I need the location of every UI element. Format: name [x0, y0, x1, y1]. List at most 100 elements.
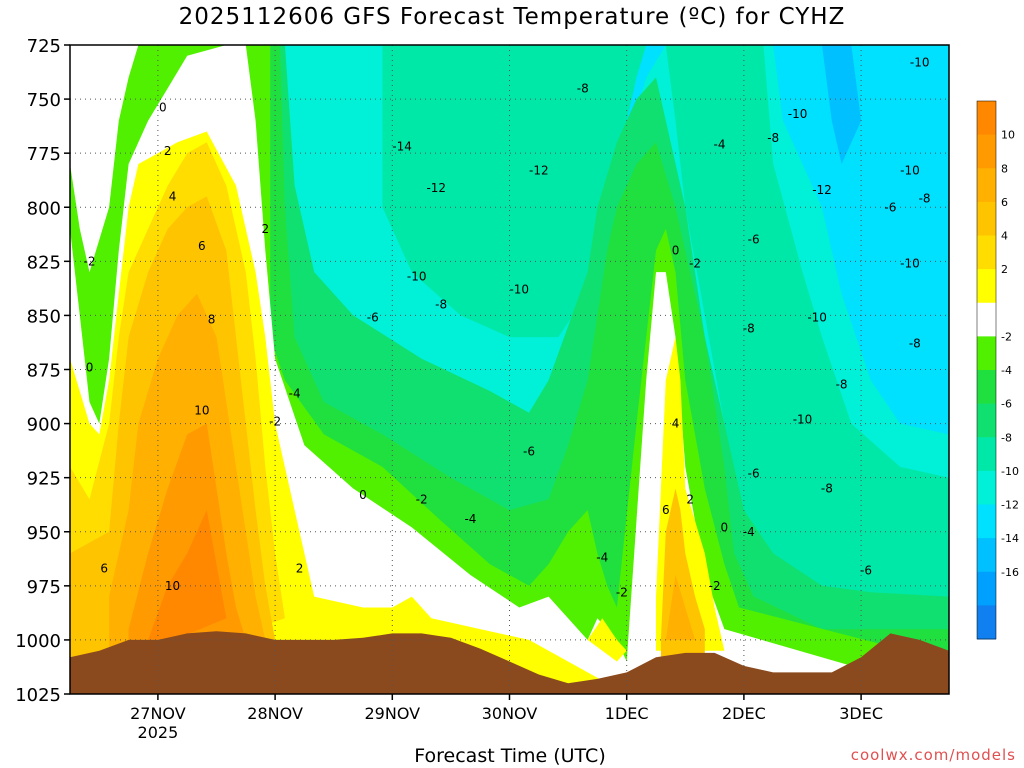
colorbar-swatch [977, 101, 996, 136]
contour-label: -4 [289, 386, 301, 400]
colorbar-label: -14 [1001, 532, 1019, 545]
contour-label: 0 [159, 101, 167, 115]
contour-label: -6 [748, 466, 760, 480]
contour-label: -2 [84, 254, 96, 268]
contour-label: 6 [198, 239, 206, 253]
y-tick-label: 900 [27, 415, 61, 436]
colorbar-swatch [977, 437, 996, 472]
contour-label: -12 [529, 163, 549, 177]
chart-title: 2025112606 GFS Forecast Temperature (ºC)… [178, 4, 846, 30]
x-axis-label: Forecast Time (UTC) [414, 745, 606, 767]
colorbar-swatch [977, 470, 996, 505]
contour-label: 2 [686, 492, 694, 506]
y-tick-label: 750 [27, 90, 61, 111]
contour-label: 2 [262, 222, 270, 236]
colorbar-swatch [977, 571, 996, 606]
contour-label: -8 [909, 337, 921, 351]
temp-region-12 [587, 618, 627, 662]
contour-label: -8 [577, 81, 589, 95]
colorbar-swatch [977, 269, 996, 304]
colorbar-swatch [977, 201, 996, 236]
colorbar-label: -6 [1001, 398, 1012, 411]
contour-label: -10 [407, 269, 427, 283]
contour-label: 6 [100, 562, 108, 576]
contour-label: -8 [743, 321, 755, 335]
contour-label: -4 [596, 551, 608, 565]
credit-link[interactable]: coolwx.com/models [850, 746, 1016, 764]
colorbar-label: 4 [1001, 230, 1008, 243]
contour-label: -6 [523, 445, 535, 459]
x-tick-label: 3DEC [839, 704, 883, 723]
y-tick-label: 925 [27, 469, 61, 490]
temp-region-5 [270, 45, 647, 694]
colorbar-swatch [977, 538, 996, 573]
contour-label: -6 [367, 311, 379, 325]
contour-label: -2 [709, 579, 721, 593]
colorbar-label: 10 [1001, 129, 1015, 142]
contour-label: 8 [208, 313, 216, 327]
x-tick-label: 28NOV [247, 704, 303, 723]
temp-region-19 [148, 510, 227, 651]
colorbar-swatch [977, 168, 996, 203]
contour-label: -4 [743, 525, 755, 539]
contour-label: -2 [616, 585, 628, 599]
colorbar-label: -2 [1001, 330, 1012, 343]
contour-label: -2 [416, 492, 428, 506]
x-tick-label: 1DEC [605, 704, 649, 723]
contour-label: -8 [821, 481, 833, 495]
contour-label: -10 [509, 282, 529, 296]
contour-label: -6 [860, 564, 872, 578]
contour-label: -4 [713, 138, 725, 152]
y-tick-label: 1000 [15, 631, 61, 652]
contour-label: 6 [662, 503, 670, 517]
y-tick-label: 775 [27, 144, 61, 165]
y-tick-label: 875 [27, 361, 61, 382]
colorbar-label: -10 [1001, 465, 1019, 478]
colorbar-label: 6 [1001, 196, 1008, 209]
colorbar-swatch [977, 370, 996, 405]
contour-label: -10 [910, 55, 930, 69]
x-tick-label: 29NOV [365, 704, 421, 723]
y-tick-label: 1025 [15, 685, 61, 706]
colorbar-label: 8 [1001, 162, 1008, 175]
y-tick-label: 975 [27, 577, 61, 598]
colorbar-label: -16 [1001, 566, 1019, 579]
colorbar-label: -12 [1001, 499, 1019, 512]
colorbar-swatch [977, 605, 996, 640]
colorbar-swatch [977, 302, 996, 337]
contour-label: 10 [165, 579, 180, 593]
contour-label: 0 [672, 244, 680, 258]
contour-label: -12 [426, 181, 446, 195]
contour-label: -6 [748, 233, 760, 247]
contour-label: 2 [164, 144, 172, 158]
contour-label: 2 [296, 562, 304, 576]
contour-label: -2 [269, 414, 281, 428]
y-tick-label: 800 [27, 198, 61, 219]
contour-label: 4 [169, 189, 177, 203]
contour-label: -14 [392, 140, 412, 154]
contour-label: -10 [807, 311, 827, 325]
colorbar-swatch [977, 134, 996, 169]
contour-label: -10 [900, 256, 920, 270]
temp-region-20 [665, 575, 696, 640]
contour-label: 0 [359, 488, 367, 502]
contour-label: -4 [464, 512, 476, 526]
colorbar-swatch [977, 504, 996, 539]
ground-surface [70, 631, 949, 694]
temp-region-4 [822, 45, 862, 164]
contour-label: 0 [721, 520, 729, 534]
x-tick-label: 27NOV [130, 704, 186, 723]
contour-label: -8 [767, 131, 779, 145]
contour-label: -10 [793, 412, 813, 426]
contour-label: -2 [689, 256, 701, 270]
contour-label: -10 [788, 107, 808, 121]
colorbar-label: 2 [1001, 263, 1008, 276]
y-tick-label: 825 [27, 252, 61, 273]
contour-label: -12 [812, 183, 832, 197]
colorbar-swatch [977, 336, 996, 371]
x-tick-sublabel: 2025 [138, 723, 179, 742]
colorbar-label: -4 [1001, 364, 1012, 377]
x-tick-label: 30NOV [482, 704, 538, 723]
colorbar-label: -8 [1001, 431, 1012, 444]
